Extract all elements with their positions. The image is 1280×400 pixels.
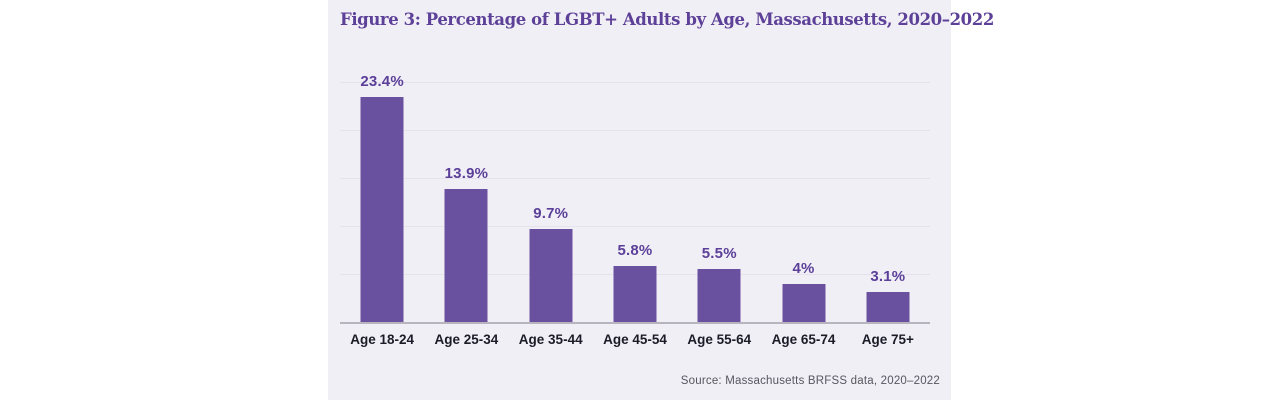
bar-column: 13.9% Age 25-34 — [424, 82, 508, 347]
gridline — [340, 130, 930, 131]
figure-title: Figure 3: Percentage of LGBT+ Adults by … — [340, 10, 994, 29]
gridline — [340, 226, 930, 227]
x-axis-label: Age 65-74 — [771, 332, 836, 347]
bar — [697, 269, 741, 322]
bar-value-label: 13.9% — [444, 165, 489, 182]
x-axis-label: Age 25-34 — [434, 332, 499, 347]
bar-value-label: 4% — [792, 260, 815, 277]
bar — [613, 266, 657, 322]
bar-column: 5.5% Age 55-64 — [677, 82, 761, 347]
x-axis-label: Age 75+ — [861, 332, 914, 347]
bar-column: 9.7% Age 35-44 — [509, 82, 593, 347]
x-axis-label: Age 18-24 — [350, 332, 415, 347]
bar-column: 23.4% Age 18-24 — [340, 73, 424, 347]
x-axis-label: Age 55-64 — [687, 332, 752, 347]
bar-value-label: 5.5% — [701, 245, 737, 262]
bar-value-label: 5.8% — [617, 242, 653, 259]
bar-value-label: 3.1% — [870, 268, 906, 285]
plot-area: 23.4% Age 18-24 13.9% Age 25-34 9.7% Age 35-4… — [340, 73, 930, 347]
bar-value-label: 9.7% — [533, 205, 569, 222]
gridline — [340, 82, 930, 83]
x-axis-label: Age 35-44 — [518, 332, 583, 347]
gridline — [340, 178, 930, 179]
bar-columns: 23.4% Age 18-24 13.9% Age 25-34 9.7% Age 35-4… — [340, 73, 930, 347]
bar — [782, 284, 826, 322]
bar-column: 5.8% Age 45-54 — [593, 82, 677, 347]
source-note: Source: Massachusetts BRFSS data, 2020–2… — [680, 375, 940, 387]
bar — [866, 292, 910, 322]
bar-column: 3.1% Age 75+ — [846, 82, 930, 347]
figure-panel: Figure 3: Percentage of LGBT+ Adults by … — [328, 0, 994, 400]
bar — [529, 229, 573, 322]
bar-column: 4% Age 65-74 — [761, 82, 845, 347]
bar-value-label: 23.4% — [360, 73, 404, 90]
bar — [360, 97, 404, 322]
x-axis-label: Age 45-54 — [603, 332, 667, 347]
bar — [444, 189, 488, 322]
x-axis-baseline — [340, 322, 930, 324]
